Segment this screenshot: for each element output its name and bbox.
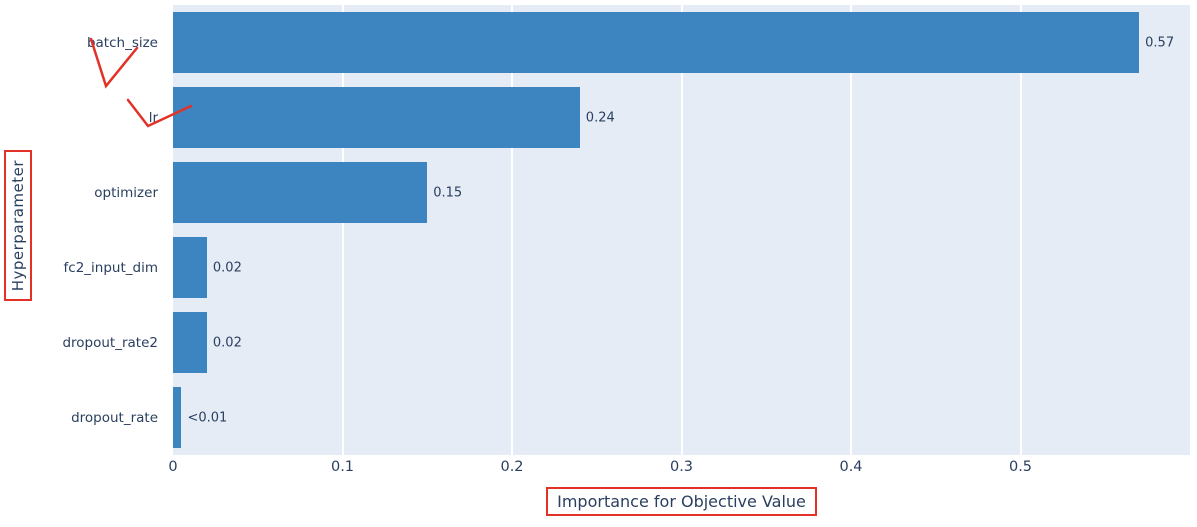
gridline-x-0.1	[341, 5, 344, 455]
value-label-optimizer: 0.15	[433, 185, 463, 200]
x-tick-0.1: 0.1	[330, 459, 355, 475]
category-label-dropout_rate: dropout_rate	[71, 409, 158, 426]
bar-row-optimizer: 0.15	[173, 155, 1190, 230]
bar-row-fc2_input_dim: 0.02	[173, 230, 1190, 305]
plot-area: 0.57 0.24 0.15 0.02 0.02 <0.01	[173, 5, 1190, 455]
gridline-x-0.5	[1019, 5, 1022, 455]
bar-row-dropout_rate: <0.01	[173, 380, 1190, 455]
x-axis-title: Importance for Objective Value	[557, 492, 806, 511]
x-tick-0.5: 0.5	[1008, 459, 1033, 475]
x-tick-0.2: 0.2	[500, 459, 524, 475]
bar-lr	[173, 87, 580, 148]
value-label-dropout_rate2: 0.02	[212, 335, 242, 350]
bar-dropout_rate2	[173, 312, 207, 373]
category-label-dropout_rate2: dropout_rate2	[62, 334, 158, 351]
x-axis-title-wrap: Importance for Objective Value	[173, 487, 1190, 516]
x-tick-0: 0	[168, 459, 178, 475]
bar-dropout_rate	[173, 387, 182, 448]
value-label-batch_size: 0.57	[1145, 35, 1175, 50]
bar-optimizer	[173, 162, 428, 223]
value-label-lr: 0.24	[585, 110, 615, 125]
bar-row-lr: 0.24	[173, 80, 1190, 155]
category-label-optimizer: optimizer	[94, 184, 158, 201]
x-tick-0.3: 0.3	[669, 459, 694, 475]
gridline-x-0.4	[850, 5, 852, 455]
x-tick-0.4: 0.4	[839, 459, 863, 475]
bar-batch_size	[173, 12, 1140, 73]
y-axis-title-box: Hyperparameter	[4, 150, 32, 302]
bar-fc2_input_dim	[173, 237, 207, 298]
bar-row-batch_size: 0.57	[173, 5, 1190, 80]
value-label-dropout_rate: <0.01	[187, 410, 228, 425]
x-axis-title-box: Importance for Objective Value	[546, 487, 817, 516]
category-label-batch_size: batch_size	[86, 34, 158, 51]
bar-row-dropout_rate2: 0.02	[173, 305, 1190, 380]
gridline-x-0.2	[511, 5, 513, 455]
gridline-x-0.3	[680, 5, 683, 455]
x-axis-tick-labels: 0 0.1 0.2 0.3 0.4 0.5	[168, 459, 1190, 481]
category-label-lr: lr	[148, 109, 158, 126]
value-label-fc2_input_dim: 0.02	[212, 260, 242, 275]
category-label-fc2_input_dim: fc2_input_dim	[63, 259, 158, 276]
